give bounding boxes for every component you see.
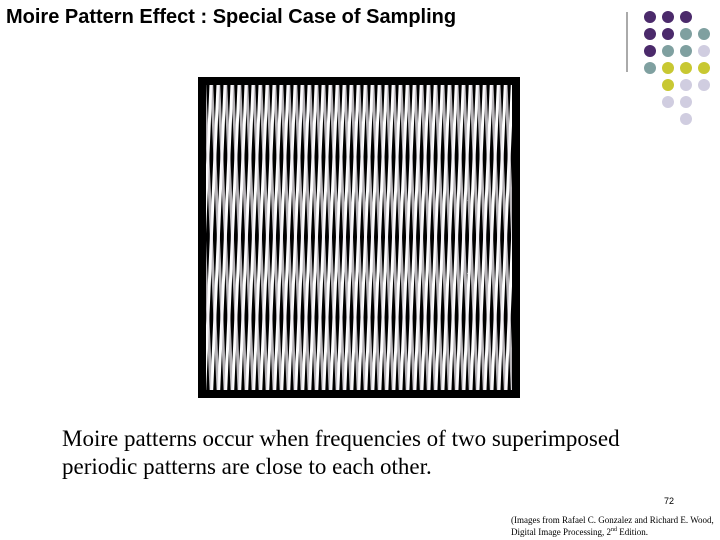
page-number: 72	[664, 496, 675, 506]
citation-superscript: nd	[610, 527, 617, 533]
moire-image	[198, 77, 520, 398]
citation: (Images from Rafael C. Gonzalez and Rich…	[511, 514, 716, 538]
dot-grid	[644, 11, 710, 125]
body-text: Moire patterns occur when frequencies of…	[62, 426, 620, 479]
citation-tail: Edition.	[616, 527, 648, 537]
slide-title: Moire Pattern Effect : Special Case of S…	[6, 6, 457, 28]
citation-text: (Images from Rafael C. Gonzalez and Rich…	[511, 515, 714, 537]
